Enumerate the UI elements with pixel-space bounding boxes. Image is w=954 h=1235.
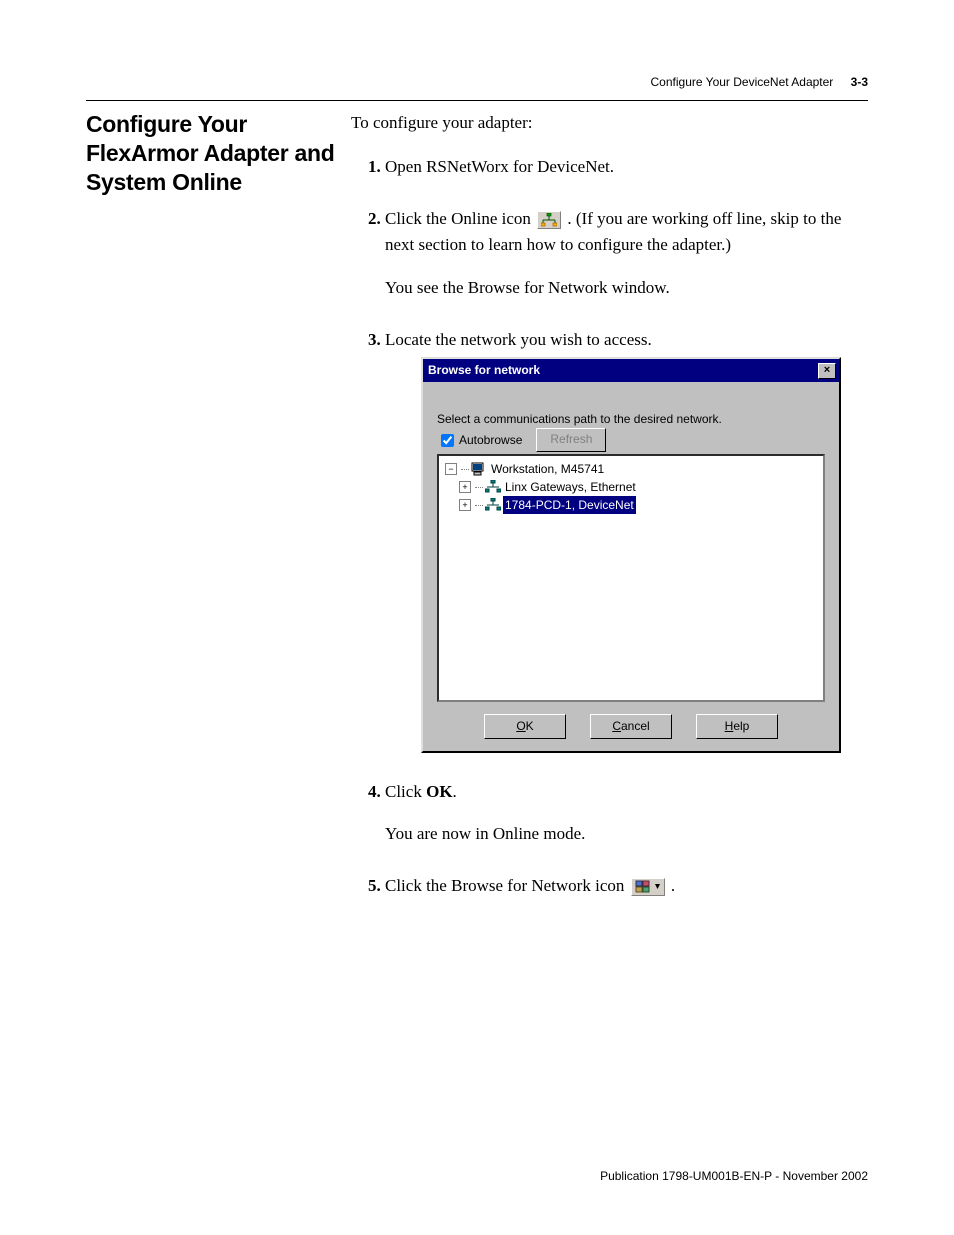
step-4-text-b: .: [453, 782, 457, 801]
dialog-title: Browse for network: [426, 361, 540, 380]
dialog-instruction: Select a communications path to the desi…: [437, 410, 825, 429]
expand-icon[interactable]: +: [459, 481, 471, 493]
expand-icon[interactable]: +: [459, 499, 471, 511]
tree-root[interactable]: −: [445, 460, 817, 478]
step-1: Open RSNetWorx for DeviceNet.: [385, 154, 868, 180]
section-title: Configure Your FlexArmor Adapter and Sys…: [86, 110, 337, 196]
running-header-text: Configure Your DeviceNet Adapter: [651, 75, 834, 89]
network-tree[interactable]: −: [437, 454, 825, 702]
intro-text: To configure your adapter:: [351, 110, 868, 136]
cancel-button[interactable]: Cancel: [590, 714, 672, 739]
tree-linx-label: Linx Gateways, Ethernet: [503, 478, 638, 496]
tree-item-pcd[interactable]: +: [459, 496, 817, 514]
step-5: Click the Browse for Network icon .: [385, 873, 868, 899]
step-4: Click OK. You are now in Online mode.: [385, 779, 868, 848]
step-2-text-a: Click the Online icon: [385, 209, 535, 228]
workstation-icon: [471, 462, 487, 476]
autobrowse-checkbox[interactable]: Autobrowse: [441, 431, 522, 450]
step-3-text: Locate the network you wish to access.: [385, 330, 652, 349]
autobrowse-input[interactable]: [441, 434, 454, 447]
ok-button[interactable]: OK: [484, 714, 566, 739]
help-button[interactable]: Help: [696, 714, 778, 739]
collapse-icon[interactable]: −: [445, 463, 457, 475]
online-icon: [537, 211, 561, 229]
step-5-text-b: .: [671, 876, 675, 895]
close-button[interactable]: ×: [818, 363, 836, 379]
step-4-bold: OK: [426, 782, 452, 801]
tree-root-label: Workstation, M45741: [489, 460, 606, 478]
step-2: Click the Online icon . (If you are: [385, 206, 868, 301]
network-icon: [485, 498, 501, 512]
browse-network-icon: [631, 878, 665, 896]
header-rule: [86, 100, 868, 101]
step-1-text: Open RSNetWorx for DeviceNet.: [385, 157, 614, 176]
step-4-line2: You are now in Online mode.: [385, 821, 868, 847]
running-header: Configure Your DeviceNet Adapter 3-3: [651, 75, 868, 89]
network-icon: [485, 480, 501, 494]
page-number: 3-3: [851, 75, 868, 89]
step-2-line2: You see the Browse for Network window.: [385, 275, 868, 301]
browse-network-dialog: Browse for network × Select a communicat…: [421, 357, 841, 752]
tree-item-linx[interactable]: +: [459, 478, 817, 496]
tree-pcd-label: 1784-PCD-1, DeviceNet: [503, 496, 636, 514]
autobrowse-label: Autobrowse: [459, 431, 522, 450]
step-4-text-a: Click: [385, 782, 426, 801]
step-3: Locate the network you wish to access. B…: [385, 327, 868, 753]
step-5-text-a: Click the Browse for Network icon: [385, 876, 629, 895]
refresh-button[interactable]: Refresh: [536, 428, 606, 452]
main-content: To configure your adapter: Open RSNetWor…: [351, 110, 868, 926]
publication-footer: Publication 1798-UM001B-EN-P - November …: [600, 1169, 868, 1183]
